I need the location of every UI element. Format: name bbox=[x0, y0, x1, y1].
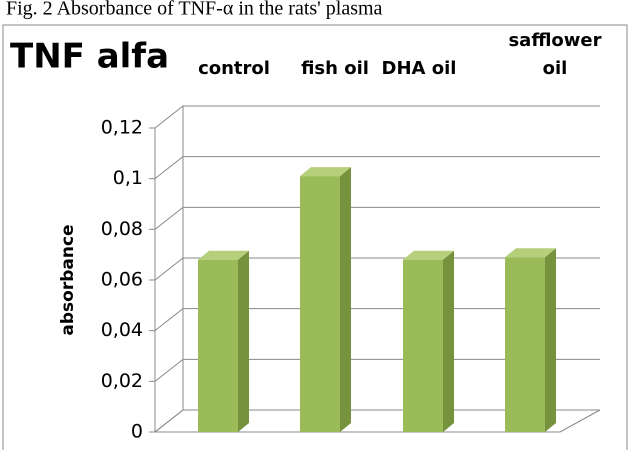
y-tick-label: 0,08 bbox=[101, 218, 143, 240]
bar-top bbox=[403, 250, 454, 260]
y-tick-label: 0,1 bbox=[113, 167, 143, 189]
grid-line bbox=[154, 105, 600, 129]
bar-top bbox=[505, 248, 556, 258]
category-label: control bbox=[198, 58, 270, 79]
y-tick-label: 0 bbox=[131, 421, 143, 443]
y-tick-label: 0,06 bbox=[101, 269, 143, 291]
grid-line bbox=[154, 257, 600, 281]
category-label: fish oil bbox=[301, 58, 369, 79]
bar bbox=[505, 257, 545, 432]
category-label: DHA oil bbox=[381, 58, 457, 79]
grid-line bbox=[154, 156, 600, 180]
grid-line bbox=[154, 308, 600, 332]
grid-line bbox=[154, 206, 600, 230]
grid-line bbox=[154, 358, 600, 382]
bar bbox=[300, 176, 340, 432]
chart-border bbox=[2, 24, 628, 450]
bar-side bbox=[545, 248, 556, 432]
y-axis-label: absorbance bbox=[58, 224, 78, 335]
category-label: safflower oil bbox=[508, 30, 602, 79]
y-tick-label: 0,12 bbox=[101, 117, 143, 139]
caption: Fig. 2 Absorbance of TNF-α in the rats' … bbox=[6, 0, 383, 20]
y-tick-label: 0,04 bbox=[101, 319, 143, 341]
y-tick-label: 0,02 bbox=[101, 370, 143, 392]
bar-side bbox=[340, 167, 351, 432]
bar-top bbox=[198, 250, 249, 260]
grid-line bbox=[154, 409, 600, 433]
bar-side bbox=[238, 250, 249, 432]
bar-side bbox=[443, 250, 454, 432]
bar-top bbox=[300, 167, 351, 177]
bar bbox=[403, 259, 443, 432]
bar bbox=[198, 259, 238, 432]
chart-title: TNF alfa bbox=[10, 37, 169, 77]
